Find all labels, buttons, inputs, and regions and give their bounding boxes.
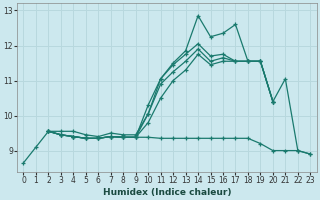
X-axis label: Humidex (Indice chaleur): Humidex (Indice chaleur) (103, 188, 231, 197)
